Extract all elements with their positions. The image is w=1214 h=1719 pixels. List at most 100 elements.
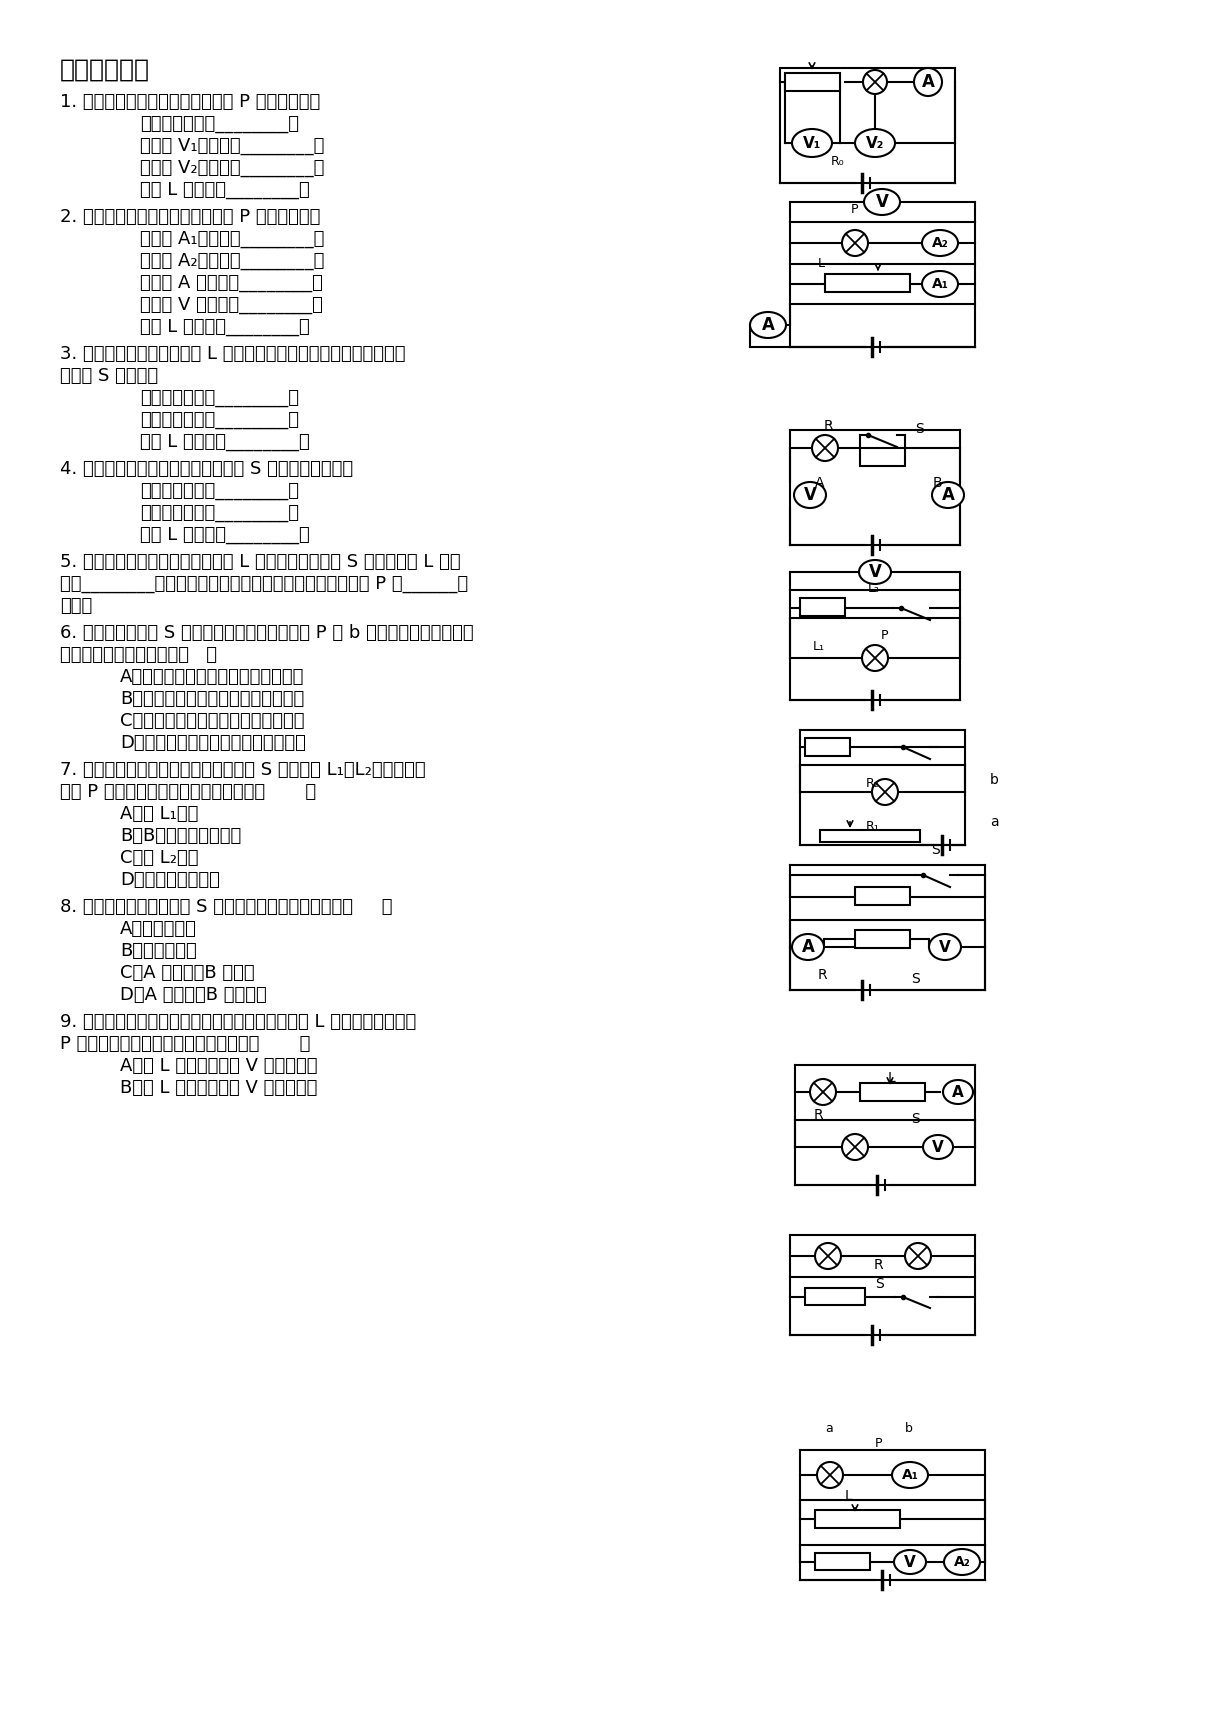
- Circle shape: [862, 645, 887, 670]
- Text: A₁: A₁: [902, 1468, 919, 1482]
- Circle shape: [914, 69, 942, 96]
- Text: b: b: [989, 774, 999, 787]
- Text: 度将________，若使灯继续正常发光，则应将变阻器的滑片 P 向______端: 度将________，若使灯继续正常发光，则应将变阻器的滑片 P 向______…: [59, 574, 469, 593]
- Text: V: V: [804, 486, 817, 504]
- Text: 5. 如图所示，电源电压不变，电灯 L 正常发光，当开关 S 闭合时，灯 L 的亮: 5. 如图所示，电源电压不变，电灯 L 正常发光，当开关 S 闭合时，灯 L 的…: [59, 554, 460, 571]
- Text: L₂: L₂: [868, 583, 880, 595]
- Text: S: S: [931, 842, 940, 858]
- Text: C、灯 L₂变亮: C、灯 L₂变亮: [120, 849, 199, 866]
- Ellipse shape: [855, 129, 895, 156]
- Text: L: L: [900, 937, 908, 951]
- Text: R₁: R₁: [866, 820, 880, 832]
- Text: 4. 如图所示，电源电压不变，当开关 S 由闭合到断开时，: 4. 如图所示，电源电压不变，当开关 S 由闭合到断开时，: [59, 461, 353, 478]
- Text: D、A 灯变亮，B 灯变亮暗: D、A 灯变亮，B 灯变亮暗: [120, 987, 267, 1004]
- Text: L₁: L₁: [813, 639, 826, 653]
- Text: V₁: V₁: [802, 136, 821, 151]
- Text: a: a: [989, 815, 999, 829]
- Ellipse shape: [792, 933, 824, 959]
- Text: P 向右滑动过程中，下列判断正确的是（       ）: P 向右滑动过程中，下列判断正确的是（ ）: [59, 1035, 311, 1054]
- Ellipse shape: [750, 313, 785, 339]
- Text: A、灯 L 变亮，电压表 V 的示数变大: A、灯 L 变亮，电压表 V 的示数变大: [120, 1057, 318, 1074]
- Text: b: b: [904, 1422, 913, 1435]
- Text: V: V: [932, 1140, 943, 1155]
- Ellipse shape: [894, 1551, 926, 1575]
- Text: 电流表 A 的示数将________；: 电流表 A 的示数将________；: [140, 273, 323, 292]
- Bar: [826, 273, 910, 292]
- Text: 电压表 V₂的示数将________；: 电压表 V₂的示数将________；: [140, 158, 324, 177]
- Text: 电压表 V 的示数将________；: 电压表 V 的示数将________；: [140, 296, 323, 315]
- Text: S: S: [875, 1277, 884, 1291]
- Ellipse shape: [921, 272, 958, 297]
- Text: V: V: [904, 1554, 915, 1569]
- Text: R₀: R₀: [832, 155, 845, 167]
- Circle shape: [843, 230, 868, 256]
- Text: D、电流表示数变小，电压表示数变小: D、电流表示数变小，电压表示数变小: [120, 734, 306, 751]
- Text: 3. 如图所示，开关闭合，灯 L 正常发光，电压表、电流表均有示数，: 3. 如图所示，开关闭合，灯 L 正常发光，电压表、电流表均有示数，: [59, 346, 405, 363]
- Ellipse shape: [929, 933, 961, 959]
- Bar: [805, 1288, 866, 1305]
- Circle shape: [810, 1080, 836, 1105]
- Text: D、电流表示数变小: D、电流表示数变小: [120, 872, 220, 889]
- Text: 电流表的示数将________；: 电流表的示数将________；: [140, 481, 299, 500]
- Text: 当开关 S 断开时，: 当开关 S 断开时，: [59, 366, 158, 385]
- Text: C、A 灯变暗，B 灯变亮: C、A 灯变暗，B 灯变亮: [120, 964, 255, 982]
- Text: 电路动态分析: 电路动态分析: [59, 58, 151, 83]
- Ellipse shape: [923, 1135, 953, 1159]
- Ellipse shape: [921, 230, 958, 256]
- Bar: [855, 887, 910, 904]
- Text: 电流表的示数将________；: 电流表的示数将________；: [140, 388, 299, 407]
- Text: A: A: [921, 72, 935, 91]
- Text: A、电流表示数变小，电压表示数变大: A、电流表示数变小，电压表示数变大: [120, 669, 305, 686]
- Text: 7. 如图所示电路，电源电压不变，开关 S 闭合后灯 L₁、L₂均发光，当: 7. 如图所示电路，电源电压不变，开关 S 闭合后灯 L₁、L₂均发光，当: [59, 762, 426, 779]
- Bar: [815, 1509, 900, 1528]
- Ellipse shape: [944, 1549, 980, 1575]
- Text: B、电流表示数变大，电压表示数变小: B、电流表示数变大，电压表示数变小: [120, 689, 305, 708]
- Circle shape: [872, 779, 898, 804]
- Text: A、两灯都变暗: A、两灯都变暗: [120, 920, 197, 939]
- Text: R: R: [817, 968, 827, 982]
- Bar: [805, 737, 850, 756]
- Text: V₂: V₂: [866, 136, 884, 151]
- Text: A: A: [952, 1085, 964, 1100]
- Text: A: A: [942, 486, 954, 504]
- Text: P: P: [874, 1437, 881, 1451]
- Text: A: A: [801, 939, 815, 956]
- Text: L: L: [887, 1071, 896, 1085]
- Text: B、两灯都变亮: B、两灯都变亮: [120, 942, 197, 959]
- Text: S: S: [910, 971, 919, 987]
- Text: L: L: [812, 1286, 819, 1300]
- Text: R: R: [823, 419, 833, 433]
- Ellipse shape: [792, 129, 832, 156]
- Text: B、灯 L 变暗，电压表 V 的示数变小: B、灯 L 变暗，电压表 V 的示数变小: [120, 1080, 317, 1097]
- Text: R: R: [813, 1109, 823, 1123]
- Text: L: L: [845, 1489, 852, 1502]
- Text: V: V: [940, 940, 951, 954]
- Bar: [800, 598, 845, 615]
- Text: A₂: A₂: [931, 236, 948, 249]
- Text: 移动。: 移动。: [59, 596, 92, 615]
- Text: 电流表的示数将________；: 电流表的示数将________；: [140, 115, 299, 132]
- Text: A₂: A₂: [954, 1556, 970, 1569]
- Ellipse shape: [864, 189, 900, 215]
- Text: S: S: [915, 421, 924, 437]
- Text: 灯泡 L 的亮度将________。: 灯泡 L 的亮度将________。: [140, 526, 310, 543]
- Text: 9. 如图所示，电源电压保持不变，闭合开关后，灯 L 能够发光。当滑片: 9. 如图所示，电源电压保持不变，闭合开关后，灯 L 能够发光。当滑片: [59, 1012, 416, 1031]
- Bar: [855, 930, 910, 947]
- Circle shape: [815, 1243, 841, 1269]
- Text: B、B、电压表示数变小: B、B、电压表示数变小: [120, 827, 242, 846]
- Text: L: L: [818, 258, 826, 270]
- Text: 灯泡 L 的亮度将________。: 灯泡 L 的亮度将________。: [140, 433, 310, 450]
- Text: C、电流表示数变大，电压表示数变大: C、电流表示数变大，电压表示数变大: [120, 712, 305, 731]
- Bar: [819, 830, 920, 842]
- Text: 1. 如图所示，当滑动变阻器的滑片 P 向左移动时，: 1. 如图所示，当滑动变阻器的滑片 P 向左移动时，: [59, 93, 320, 112]
- Text: B: B: [934, 476, 942, 490]
- Bar: [785, 72, 840, 91]
- Text: S: S: [910, 1112, 919, 1126]
- Text: a: a: [826, 1422, 833, 1435]
- Text: R: R: [873, 1258, 883, 1272]
- Text: V: V: [875, 193, 889, 211]
- Text: 电压表 V₁的示数将________；: 电压表 V₁的示数将________；: [140, 138, 324, 155]
- Text: P: P: [881, 629, 889, 641]
- Circle shape: [843, 1135, 868, 1160]
- Bar: [860, 449, 904, 466]
